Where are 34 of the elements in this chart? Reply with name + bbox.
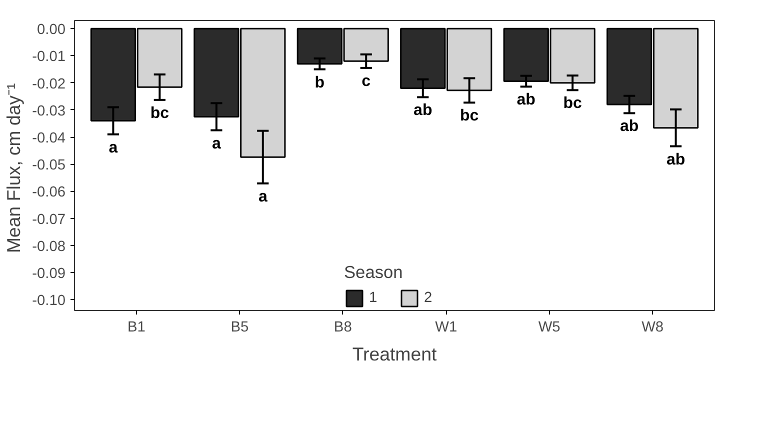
legend-label: 2 (424, 290, 434, 306)
x-tick-label: W5 (538, 320, 560, 336)
x-tick-label: B1 (127, 320, 146, 336)
y-tick-label: 0.00 (36, 22, 66, 38)
data-label: bc (150, 104, 170, 122)
legend-title: Season (344, 262, 404, 283)
data-label: bc (460, 108, 479, 125)
data-label: bc (563, 95, 582, 112)
legend-label: 1 (369, 290, 378, 306)
y-tick-label: -0.07 (32, 212, 66, 228)
data-label: a (108, 139, 118, 156)
data-label: a (212, 135, 221, 152)
x-axis-title: Treatment (352, 344, 438, 364)
data-label: ab (620, 118, 639, 136)
data-label: ab (516, 92, 536, 109)
y-tick-label: -0.09 (32, 266, 66, 282)
y-tick-label: -0.01 (32, 49, 66, 66)
x-tick-label: W1 (435, 320, 458, 336)
x-tick-label: B5 (230, 320, 249, 336)
y-tick-label: -0.06 (32, 184, 66, 201)
data-label: b (314, 74, 325, 92)
x-tick-label: B8 (334, 320, 352, 336)
y-tick-label: -0.05 (32, 158, 66, 174)
data-label: a (258, 188, 268, 206)
y-tick-label: -0.10 (32, 293, 66, 310)
y-tick-label: -0.02 (32, 76, 66, 92)
y-tick-label: -0.03 (32, 103, 66, 120)
y-tick-label: -0.08 (32, 238, 66, 255)
y-axis-title: Mean Flux, cm day⁻¹ (3, 83, 24, 253)
y-tick-label: -0.04 (32, 130, 66, 147)
data-label: ab (666, 151, 686, 168)
data-label: c (362, 72, 371, 90)
x-tick-label: W8 (642, 320, 664, 336)
data-label: ab (414, 102, 432, 120)
